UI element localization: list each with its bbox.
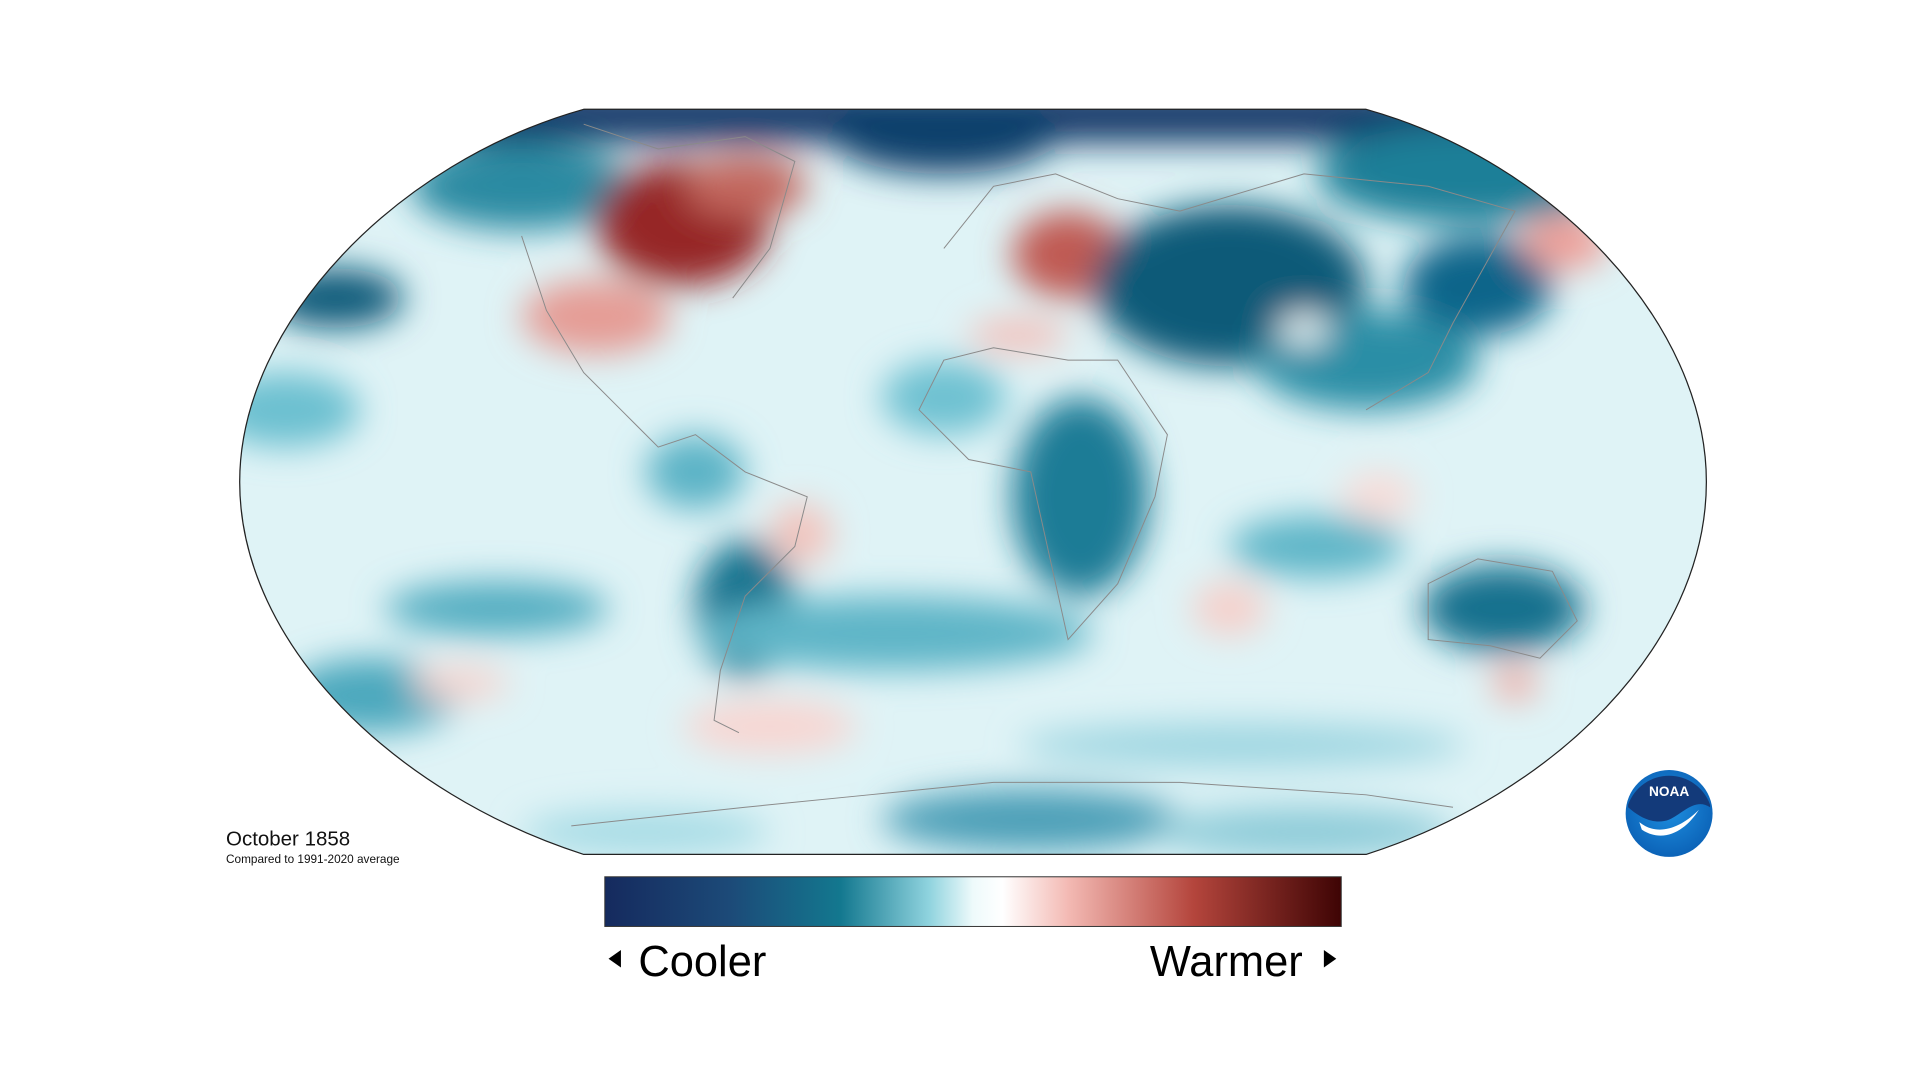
noaa-logo: NOAA [1625,769,1713,857]
legend-high-label: Warmer [1150,938,1303,986]
map-subtitle: Compared to 1991-2020 average [226,853,400,866]
cooler-arrow [608,950,621,968]
anomaly-map [239,109,1707,855]
map-title: October 1858 [226,828,350,851]
warmer-arrow [1323,950,1337,968]
legend-low-label: Cooler [638,938,766,986]
map-border [239,108,1707,856]
logo-text: NOAA [1649,784,1689,799]
coastlines [521,123,1578,827]
color-scale [604,876,1342,927]
